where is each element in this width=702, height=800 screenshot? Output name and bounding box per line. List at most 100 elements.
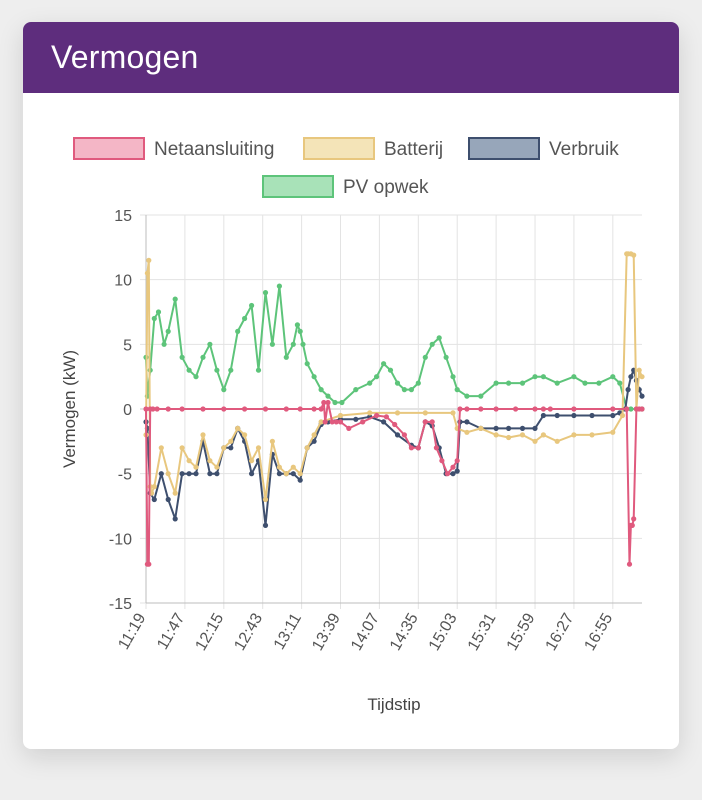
data-point: [571, 432, 577, 438]
data-point: [249, 302, 255, 309]
data-point: [464, 393, 470, 399]
data-point: [311, 406, 317, 412]
data-point: [540, 374, 547, 380]
data-point: [454, 468, 460, 474]
legend-label[interactable]: Verbruik: [549, 139, 619, 160]
data-point: [249, 471, 255, 477]
data-point: [143, 406, 149, 412]
data-point: [337, 419, 344, 425]
data-point: [631, 252, 637, 258]
data-point: [214, 367, 220, 373]
data-point: [439, 458, 445, 464]
data-point: [321, 399, 327, 406]
data-point: [150, 406, 156, 412]
data-point: [172, 296, 178, 302]
legend-swatch[interactable]: [303, 137, 375, 160]
data-point: [454, 387, 460, 393]
legend-swatch[interactable]: [468, 137, 540, 160]
data-point: [589, 412, 595, 419]
series-line-pv-opwek: [145, 285, 642, 410]
data-point: [179, 354, 185, 360]
data-point: [408, 387, 414, 393]
legend-label[interactable]: PV opwek: [343, 177, 429, 198]
data-point: [337, 412, 344, 419]
data-point: [589, 432, 595, 438]
data-point: [631, 516, 637, 522]
y-tick-label: 15: [114, 208, 132, 225]
data-point: [454, 458, 460, 464]
data-point: [464, 419, 470, 425]
data-point: [353, 387, 359, 393]
data-point: [493, 425, 499, 431]
data-point: [444, 471, 451, 477]
x-tick-label: 15:59: [504, 610, 539, 653]
series-line-verbruik: [145, 369, 643, 527]
x-tick-label: 16:55: [582, 610, 617, 653]
legend-swatch[interactable]: [73, 137, 145, 160]
data-point: [297, 328, 303, 334]
y-axis-title: Vermogen (kW): [60, 350, 79, 468]
data-point: [200, 406, 206, 412]
data-point: [249, 458, 255, 464]
data-point: [450, 471, 456, 477]
legend-label[interactable]: Netaansluiting: [154, 139, 274, 160]
x-tick-label: 15:31: [465, 610, 500, 653]
data-point: [346, 425, 352, 431]
data-point: [297, 406, 303, 412]
data-point: [433, 445, 439, 451]
data-point: [624, 406, 630, 412]
data-point: [360, 419, 366, 425]
data-point: [300, 341, 306, 347]
data-point: [294, 322, 300, 328]
legend-swatch[interactable]: [262, 175, 334, 198]
data-point: [554, 412, 560, 419]
data-point: [269, 341, 275, 347]
data-point: [235, 328, 241, 334]
data-point: [276, 464, 282, 470]
data-point: [144, 270, 150, 276]
data-point: [242, 315, 248, 322]
data-point: [283, 471, 289, 477]
x-tick-label: 12:15: [193, 610, 228, 653]
x-axis-title: Tijdstip: [367, 695, 420, 714]
x-tick-label: 14:07: [348, 610, 383, 653]
data-point: [429, 419, 435, 425]
data-point: [228, 367, 234, 373]
data-point: [262, 496, 269, 503]
data-point: [422, 354, 428, 360]
data-point: [242, 432, 248, 438]
x-tick-label: 12:43: [231, 610, 266, 653]
data-point: [165, 471, 171, 477]
data-point: [554, 380, 560, 386]
data-point: [325, 393, 331, 399]
data-point: [374, 374, 380, 380]
data-point: [478, 425, 484, 431]
data-point: [429, 341, 435, 347]
data-point: [242, 406, 248, 412]
data-point: [639, 393, 645, 399]
data-point: [571, 406, 577, 412]
data-point: [353, 416, 359, 422]
card-header: Vermogen: [23, 22, 679, 93]
data-point: [540, 412, 547, 419]
data-point: [179, 406, 185, 412]
data-point: [146, 257, 152, 263]
legend-label[interactable]: Batterij: [384, 139, 443, 160]
x-tick-label: 11:47: [154, 610, 188, 652]
data-point: [297, 471, 303, 477]
data-point: [283, 354, 289, 360]
data-point: [450, 374, 456, 380]
data-point: [304, 445, 310, 451]
data-point: [478, 406, 484, 412]
data-point: [506, 434, 512, 441]
data-point: [629, 522, 635, 528]
data-point: [333, 419, 339, 425]
x-tick-label: 15:03: [426, 610, 461, 653]
y-tick-label: -15: [109, 596, 132, 613]
data-point: [415, 380, 421, 386]
data-point: [339, 399, 345, 406]
data-point: [193, 374, 199, 380]
data-point: [172, 516, 178, 522]
data-point: [367, 410, 373, 416]
